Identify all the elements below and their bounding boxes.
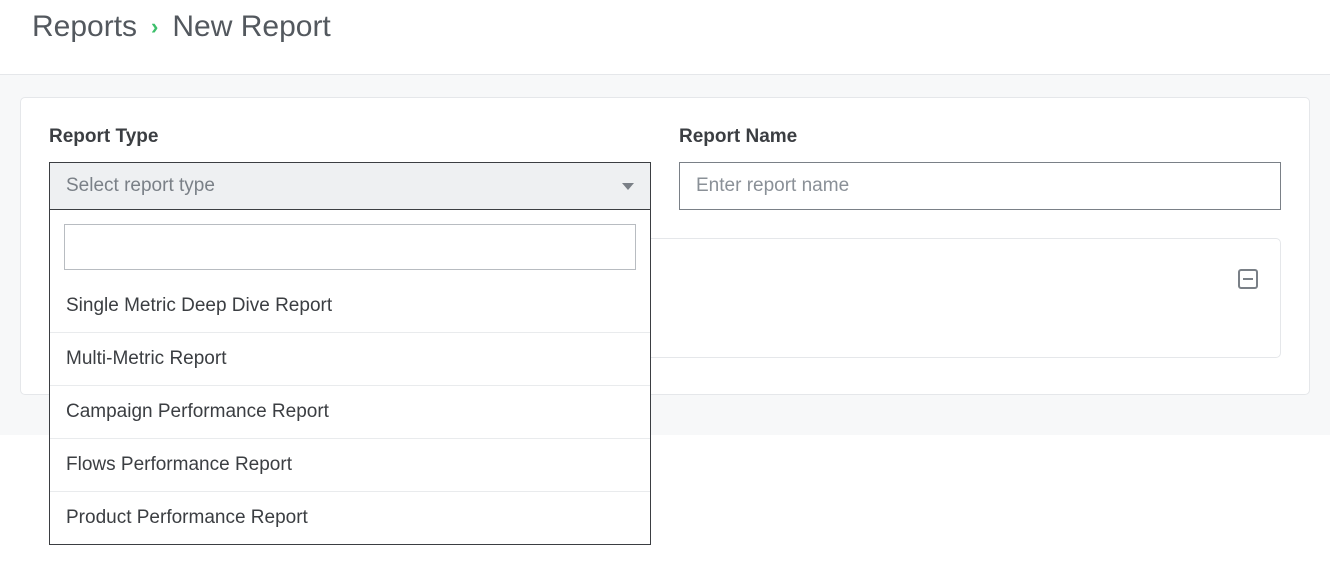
report-type-dropdown: Single Metric Deep Dive ReportMulti-Metr…	[49, 209, 651, 545]
report-type-search-input[interactable]	[64, 224, 636, 270]
report-type-option[interactable]: Multi-Metric Report	[50, 332, 650, 385]
caret-down-icon	[622, 183, 634, 190]
collapse-button[interactable]	[1238, 269, 1258, 289]
report-type-option[interactable]: Flows Performance Report	[50, 438, 650, 491]
report-type-field: Report Type Select report type Single Me…	[49, 126, 651, 210]
page-body: Report Type Select report type Single Me…	[0, 74, 1330, 435]
report-setup-card: Report Type Select report type Single Me…	[20, 97, 1310, 395]
report-name-label: Report Name	[679, 126, 1281, 148]
chevron-right-icon: ›	[151, 14, 158, 40]
breadcrumb: Reports › New Report	[0, 0, 1330, 74]
report-type-option[interactable]: Product Performance Report	[50, 491, 650, 544]
report-name-field: Report Name	[679, 126, 1281, 210]
report-type-placeholder: Select report type	[66, 175, 215, 197]
minus-icon	[1243, 278, 1253, 280]
report-type-option[interactable]: Campaign Performance Report	[50, 385, 650, 438]
report-type-label: Report Type	[49, 126, 651, 148]
report-type-option[interactable]: Single Metric Deep Dive Report	[50, 280, 650, 332]
report-type-select[interactable]: Select report type	[49, 162, 651, 210]
report-name-input[interactable]	[679, 162, 1281, 210]
breadcrumb-current: New Report	[172, 10, 330, 44]
breadcrumb-root-link[interactable]: Reports	[32, 10, 137, 44]
